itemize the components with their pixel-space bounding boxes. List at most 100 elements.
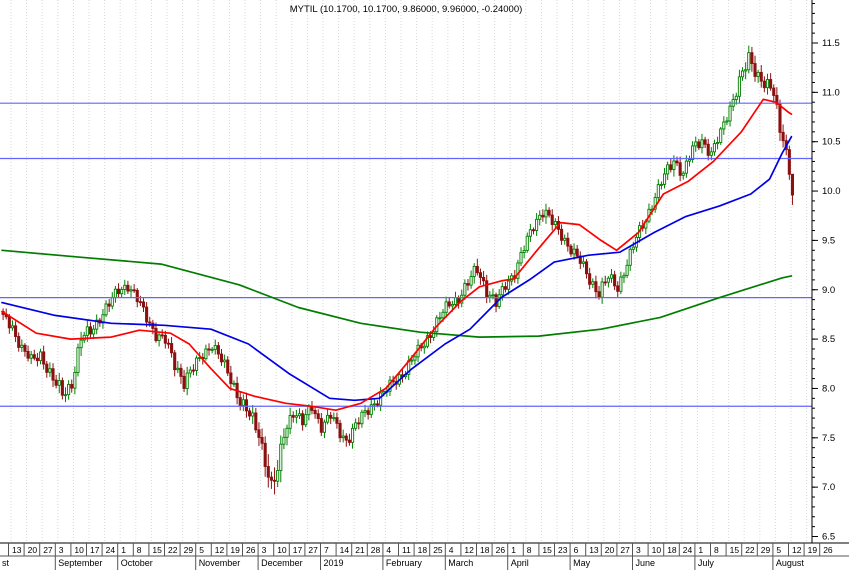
candle-body-down bbox=[254, 412, 258, 431]
candle-body-up bbox=[488, 294, 492, 298]
candle-body-down bbox=[219, 353, 224, 363]
candle-body-up bbox=[691, 145, 695, 160]
week-tick-label: 14 bbox=[340, 545, 350, 555]
candle-body-down bbox=[547, 209, 551, 216]
candle-body-up bbox=[609, 274, 614, 279]
candle-body-down bbox=[207, 348, 211, 351]
candle-body-up bbox=[744, 69, 748, 72]
candle-body-up bbox=[519, 252, 523, 264]
candle-body-down bbox=[54, 379, 58, 386]
month-label: June bbox=[636, 558, 656, 568]
month-label: March bbox=[448, 558, 473, 568]
candle-body-down bbox=[575, 248, 579, 257]
candle-body-down bbox=[678, 162, 682, 176]
candle-body-down bbox=[170, 343, 174, 354]
week-tick-label: 26 bbox=[496, 545, 506, 555]
candle-body-up bbox=[63, 394, 68, 397]
candle-body-up bbox=[506, 280, 511, 290]
candle-body-down bbox=[163, 334, 167, 344]
candle-body-up bbox=[176, 367, 180, 371]
candle-body-up bbox=[20, 344, 24, 348]
candle-body-down bbox=[141, 301, 146, 308]
candle-body-up bbox=[687, 159, 692, 162]
candle-body-up bbox=[413, 356, 417, 361]
candle-body-up bbox=[628, 248, 632, 266]
week-tick-label: 7 bbox=[324, 545, 329, 555]
candle-body-up bbox=[712, 143, 717, 153]
candle-body-down bbox=[42, 351, 46, 365]
candle-body-up bbox=[251, 412, 255, 417]
candle-body-up bbox=[29, 354, 33, 359]
candle-body-down bbox=[179, 367, 183, 377]
candle-body-up bbox=[659, 183, 663, 186]
candle-body-down bbox=[787, 149, 791, 175]
candle-body-up bbox=[332, 417, 336, 420]
week-tick-label: 22 bbox=[168, 545, 178, 555]
candle-body-up bbox=[538, 214, 542, 220]
candle-body-up bbox=[79, 339, 83, 349]
candle-body-up bbox=[469, 276, 473, 286]
candle-body-down bbox=[182, 375, 186, 389]
candle-body-up bbox=[360, 411, 364, 425]
week-tick-label: 26 bbox=[823, 545, 833, 555]
candle-body-down bbox=[226, 359, 230, 374]
month-label: September bbox=[58, 558, 102, 568]
candle-body-up bbox=[450, 304, 454, 307]
candle-body-up bbox=[709, 151, 713, 156]
candle-body-up bbox=[765, 79, 770, 89]
candle-body-down bbox=[238, 397, 242, 406]
candle-body-up bbox=[681, 172, 685, 176]
candle-body-up bbox=[422, 345, 426, 349]
week-tick-label: 1 bbox=[121, 545, 126, 555]
ma-mid-blue-line bbox=[1, 135, 793, 402]
week-tick-label: 20 bbox=[28, 545, 38, 555]
candle-body-up bbox=[188, 369, 192, 374]
candle-body-down bbox=[319, 418, 323, 433]
candle-body-down bbox=[706, 143, 710, 156]
candle-body-up bbox=[444, 301, 448, 313]
candle-body-down bbox=[366, 410, 370, 415]
candle-body-down bbox=[138, 301, 142, 304]
candle-body-down bbox=[781, 131, 785, 142]
gridlines bbox=[10, 0, 808, 543]
candle-body-up bbox=[441, 311, 445, 319]
candle-body-up bbox=[740, 70, 745, 78]
candle-body-down bbox=[335, 417, 339, 424]
week-tick-label: 11 bbox=[402, 545, 411, 555]
week-tick-label: 19 bbox=[808, 545, 818, 555]
candle-body-down bbox=[541, 214, 545, 218]
candle-body-up bbox=[438, 317, 442, 320]
candle-body-down bbox=[531, 229, 536, 232]
week-tick-label: 15 bbox=[152, 545, 162, 555]
candle-body-down bbox=[597, 291, 601, 298]
candle-body-down bbox=[14, 325, 18, 337]
week-tick-label: 15 bbox=[542, 545, 552, 555]
candle-body-down bbox=[753, 63, 757, 77]
y-axis-label: 9.0 bbox=[822, 285, 835, 296]
candle-body-down bbox=[569, 245, 573, 255]
y-axis-label: 10.0 bbox=[822, 186, 841, 197]
candle-body-down bbox=[550, 214, 554, 225]
candle-body-up bbox=[684, 160, 688, 174]
week-tick-label: 28 bbox=[371, 545, 381, 555]
week-tick-label: 19 bbox=[230, 545, 240, 555]
candle-body-up bbox=[432, 331, 436, 338]
candle-body-down bbox=[126, 284, 130, 292]
candle-body-up bbox=[382, 391, 386, 394]
support-resistance-lines bbox=[0, 102, 812, 407]
month-label: 2019 bbox=[324, 558, 344, 568]
y-axis-label: 11.5 bbox=[822, 38, 840, 49]
candle-body-down bbox=[260, 436, 264, 444]
candle-body-up bbox=[591, 281, 595, 285]
candle-body-up bbox=[516, 262, 520, 279]
week-tick-label: 1 bbox=[698, 545, 703, 555]
week-tick-label: 17 bbox=[293, 545, 303, 555]
candle-body-up bbox=[425, 335, 429, 347]
candle-body-up bbox=[700, 139, 704, 149]
candle-body-up bbox=[653, 197, 657, 210]
candle-body-down bbox=[132, 289, 136, 292]
week-tick-label: 6 bbox=[574, 545, 579, 555]
candle-body-up bbox=[572, 248, 576, 255]
candle-body-up bbox=[694, 141, 698, 147]
